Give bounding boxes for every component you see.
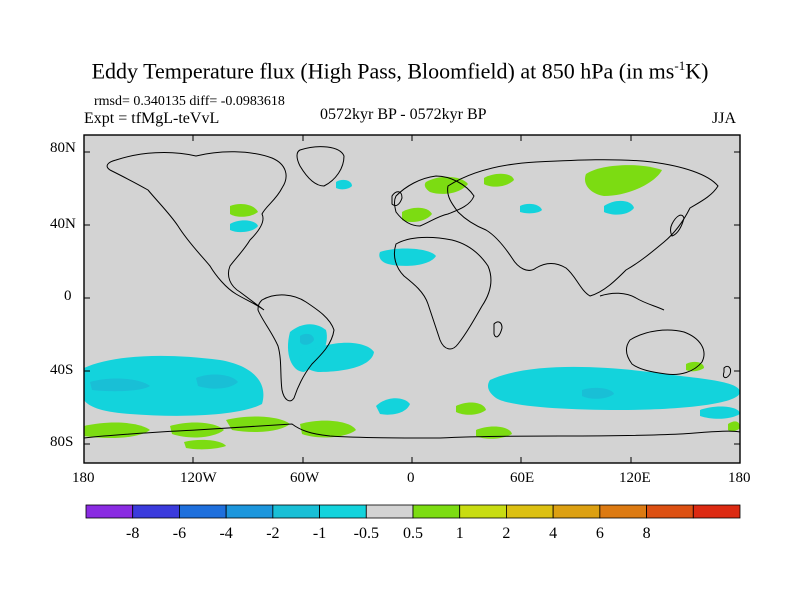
coastline-asia [447,159,719,297]
colorbar-swatch [459,504,507,519]
lon-tick: 180 [728,470,751,486]
coastline-australia [625,329,705,375]
colorbar-swatch [132,504,180,519]
colorbar-swatch [412,504,461,519]
anomaly-patch [488,366,740,410]
lon-tick: 120W [180,470,217,486]
anomaly-patch [476,426,512,439]
colorbar-swatch [506,504,554,519]
coastlines [83,146,741,464]
coastline-uk [391,191,403,207]
coastline-south-america [257,294,335,402]
coastline-greenland [296,146,345,187]
coastline-north-america [106,151,287,311]
anomaly-patch [582,387,614,399]
anomaly-patch [456,402,486,415]
anomaly-patch [728,421,740,432]
anomaly-patch [230,204,258,217]
colorbar-label: 2 [502,525,510,542]
coastline-madagascar [493,321,503,338]
lon-tick: 0 [407,470,415,486]
lat-tick: 40N [50,216,76,232]
colorbar-label: -2 [266,525,279,542]
anomaly-patch [604,200,634,215]
negative-anomalies [84,179,740,419]
anomaly-patch [700,406,740,419]
map-title: Eddy Temperature flux (High Pass, Bloomf… [91,58,709,84]
lat-tick: 0 [64,288,72,304]
colorbar-label: 1 [456,525,464,542]
anomaly-patch [402,207,432,222]
lon-tick: 180 [72,470,95,486]
anomaly-patch [90,378,150,392]
lon-tick: 60W [290,470,320,486]
colorbar-label: 4 [549,525,557,542]
colorbar-label: -6 [173,525,186,542]
lat-tick: 80S [50,434,74,450]
coastline-africa [393,236,492,350]
stronger-negative-anomalies [90,333,614,399]
colorbar-label: -1 [313,525,326,542]
colorbar-swatch [692,504,741,519]
anomaly-patch [230,220,258,233]
colorbar-swatch [225,504,274,519]
colorbar-label: 0.5 [403,525,423,542]
colorbar-label: -0.5 [354,525,379,542]
colorbar-label: 6 [596,525,604,542]
anomaly-patch [196,374,238,389]
colorbar: -8 -6 -4 -2 -1 -0.5 0.5 1 2 4 6 8 [85,504,741,542]
axis-ticks [84,135,740,463]
colorbar-swatch [365,504,414,519]
lat-tick: 80N [50,140,76,156]
colorbar-swatch [599,504,647,519]
colorbar-swatch [646,504,694,519]
lat-tick: 40S [50,362,74,378]
colorbar-label: 8 [643,525,651,542]
lon-tick: 60E [510,470,535,486]
anomaly-patch [299,342,374,372]
stats-text: rmsd= 0.340135 diff= -0.0983618 [94,94,285,109]
anomaly-patch [184,439,226,450]
colorbar-label: -4 [219,525,232,542]
experiment-label: Expt = tfMgL-teVvL [84,110,220,127]
anomaly-patch [376,398,410,415]
coastline-antarctica [83,423,741,464]
anomaly-patch [84,355,264,416]
anomaly-patch [520,203,542,214]
anomaly-patch [226,416,290,432]
colorbar-label: -8 [126,525,139,542]
colorbar-swatch [552,504,601,519]
colorbar-swatch [85,504,134,519]
anomaly-patch [584,165,662,196]
coastline-japan [670,214,685,237]
anomaly-patch [336,179,352,190]
anomaly-patch [484,173,514,187]
coastline-indonesia [599,292,665,311]
colorbar-swatch [272,504,320,519]
season-label: JJA [712,110,737,127]
lon-tick: 120E [619,470,651,486]
anomaly-patch [300,333,314,345]
period-label: 0572kyr BP - 0572kyr BP [320,106,487,123]
map-panel [83,134,741,464]
colorbar-swatch [179,504,227,519]
coastline-europe [394,175,475,227]
coastline-new-zealand [723,365,731,379]
anomaly-patch [379,248,436,266]
colorbar-swatch [319,504,367,519]
